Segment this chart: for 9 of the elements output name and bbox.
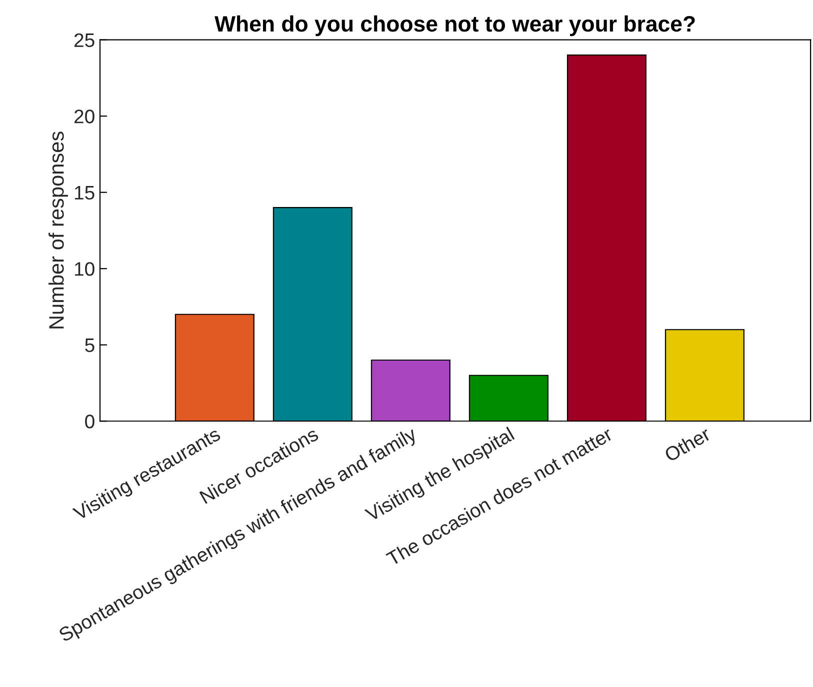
chart-title: When do you choose not to wear your brace? <box>214 15 695 36</box>
y-tick-label: 5 <box>85 338 94 352</box>
y-tick-label: 20 <box>74 110 94 124</box>
y-tick-label: 25 <box>74 33 94 48</box>
y-tick-label: 0 <box>85 414 94 428</box>
y-axis-title: Number of responses <box>48 132 68 328</box>
y-tick-label: 15 <box>74 186 94 200</box>
y-tick-label: 10 <box>74 262 94 276</box>
x-tick-label: Other <box>663 426 712 462</box>
